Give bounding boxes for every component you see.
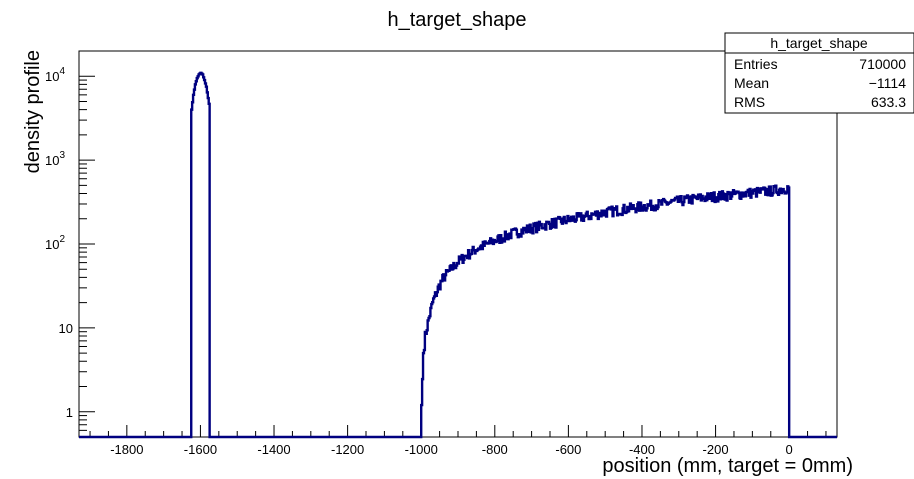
stats-mean-value: −1114 (869, 75, 906, 91)
stats-box: h_target_shape Entries 710000 Mean −1114… (724, 32, 914, 114)
y-tick-label: 102 (45, 234, 65, 252)
y-tick-label: 10 (59, 321, 73, 336)
stats-rms-label: RMS (734, 94, 765, 110)
x-tick-label: 0 (786, 442, 793, 457)
stats-mean-label: Mean (734, 75, 769, 91)
stats-box-frame (724, 32, 914, 114)
chart-title: h_target_shape (387, 9, 526, 31)
x-tick-label: -1000 (405, 442, 438, 457)
stats-entries-value: 710000 (859, 56, 906, 72)
x-tick-label: -800 (482, 442, 508, 457)
y-tick-label: 103 (45, 150, 65, 168)
y-tick-label: 104 (45, 66, 65, 84)
stats-box-title: h_target_shape (770, 35, 868, 51)
y-axis-label: density profile (22, 50, 44, 173)
x-tick-label: -1800 (110, 442, 143, 457)
stats-entries-label: Entries (734, 56, 778, 72)
x-tick-label: -1600 (184, 442, 217, 457)
y-tick-label: 1 (66, 405, 73, 420)
x-tick-label: -200 (703, 442, 729, 457)
x-tick-label: -600 (555, 442, 581, 457)
x-axis-label: position (mm, target = 0mm) (602, 455, 853, 477)
histogram-line (79, 71, 837, 439)
x-tick-label: -400 (629, 442, 655, 457)
x-tick-label: -1400 (257, 442, 290, 457)
x-tick-label: -1200 (331, 442, 364, 457)
axis-tick-labels: -1800 -1600 -1400 -1200 -1000 -800 -600 -400 -20… (45, 66, 793, 457)
stats-rms-value: 633.3 (871, 94, 906, 110)
